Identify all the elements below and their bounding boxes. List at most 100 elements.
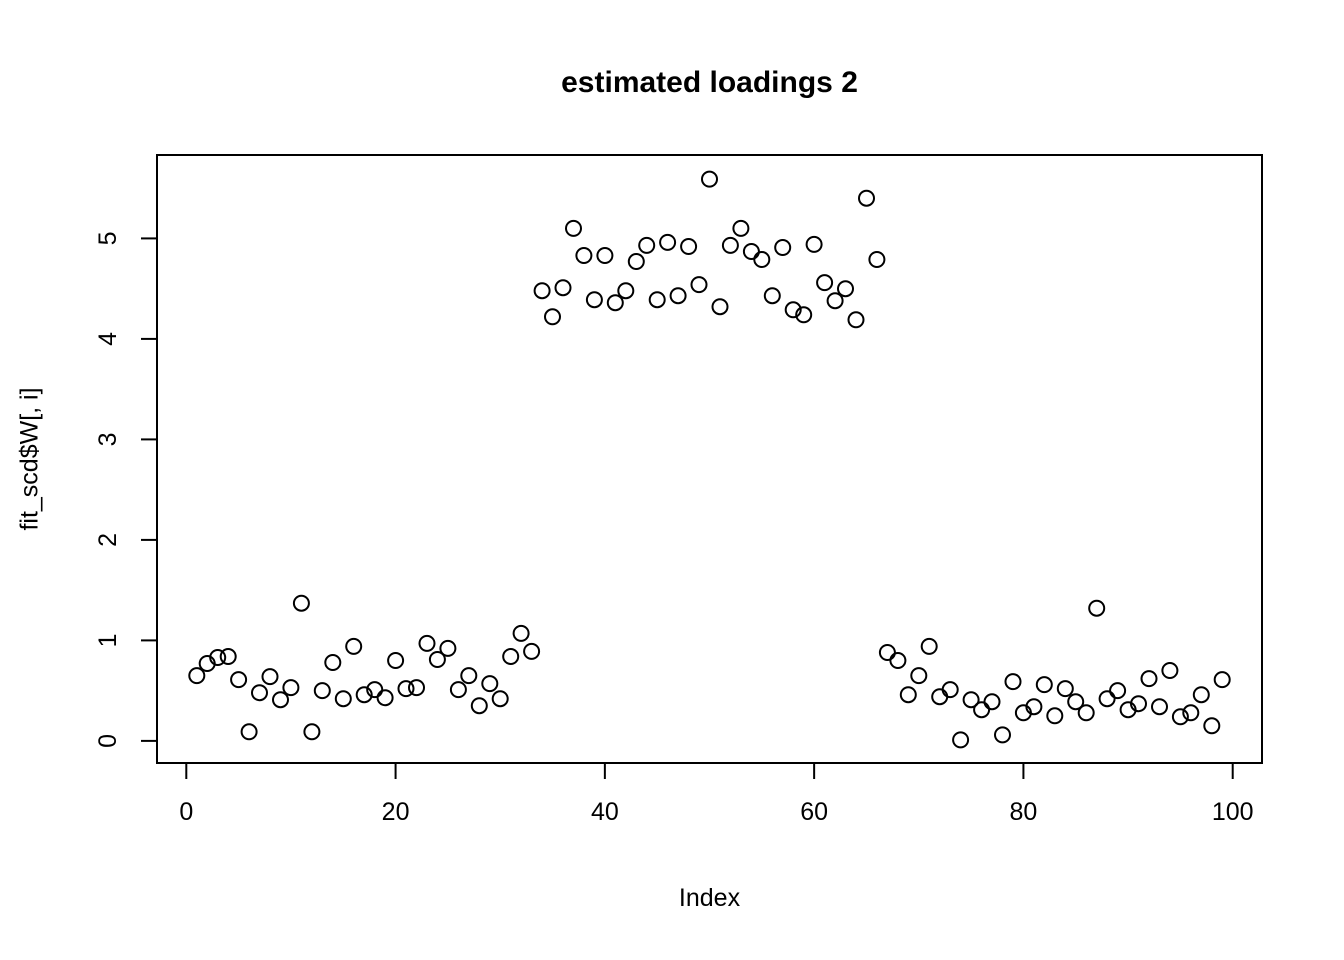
data-point (1171, 708, 1189, 726)
data-point (742, 243, 760, 260)
data-point (397, 680, 415, 698)
plot-frame (156, 154, 1263, 764)
data-point (732, 219, 750, 237)
data-point (481, 675, 499, 693)
data-point (366, 681, 384, 699)
data-point (680, 238, 698, 255)
data-point (460, 667, 478, 685)
data-point (711, 298, 729, 316)
data-point (1088, 599, 1106, 617)
data-point (606, 294, 624, 312)
data-point (292, 594, 310, 612)
data-point (565, 219, 582, 237)
data-point (983, 693, 1001, 711)
data-point (763, 287, 781, 305)
data-point (408, 679, 425, 697)
data-point (994, 726, 1011, 744)
data-point (418, 634, 436, 652)
data-point (1067, 693, 1085, 711)
data-point (334, 690, 352, 708)
data-point (554, 279, 572, 297)
data-point (920, 637, 938, 655)
data-point (1046, 707, 1064, 725)
data-point (795, 306, 813, 324)
data-point (868, 251, 886, 268)
data-point (470, 697, 488, 715)
data-point (858, 189, 875, 207)
data-point (973, 701, 991, 719)
data-point (502, 648, 520, 665)
data-point (721, 236, 739, 254)
data-point (313, 682, 331, 700)
data-point (962, 691, 980, 709)
data-point (376, 689, 394, 707)
data-point (303, 723, 321, 741)
x-tick-label: 100 (1212, 798, 1254, 826)
x-tick-label: 80 (1010, 798, 1038, 826)
data-point (1109, 682, 1127, 700)
data-point (533, 282, 551, 300)
data-point (1025, 698, 1043, 716)
data-point (1056, 680, 1074, 698)
data-point (1161, 662, 1179, 679)
data-point (1192, 686, 1210, 704)
chart-title: estimated loadings 2 (561, 66, 858, 99)
data-point (1203, 717, 1221, 735)
data-point (1140, 670, 1158, 688)
data-point (188, 667, 206, 685)
data-point (1213, 671, 1231, 689)
data-point (449, 681, 467, 699)
data-point (1182, 704, 1200, 722)
data-point (701, 170, 718, 188)
data-point (230, 671, 248, 689)
data-point (387, 652, 405, 669)
data-point (596, 247, 614, 264)
data-point (1098, 690, 1116, 708)
data-point (324, 654, 342, 671)
data-point (261, 668, 279, 686)
y-tick-label: 2 (94, 533, 122, 547)
data-point (523, 642, 541, 660)
data-point (544, 308, 561, 326)
x-tick-label: 60 (800, 798, 828, 826)
data-point (1004, 673, 1022, 691)
x-tick-label: 0 (179, 798, 193, 826)
x-axis-label: Index (678, 884, 741, 912)
data-point (345, 637, 363, 655)
data-point (575, 247, 593, 264)
data-point (784, 301, 802, 319)
data-point (251, 684, 268, 702)
y-tick-label: 3 (94, 432, 122, 446)
data-point (585, 291, 603, 309)
data-point (1077, 704, 1095, 722)
data-point (690, 276, 708, 294)
data-point (209, 649, 227, 666)
data-point (774, 239, 792, 256)
data-point (837, 280, 854, 298)
y-tick-label: 4 (94, 332, 122, 346)
x-tick-label: 40 (591, 798, 619, 826)
data-point (491, 690, 509, 708)
data-point (1151, 698, 1168, 716)
x-tick-label: 20 (382, 798, 410, 826)
data-point (428, 651, 446, 668)
data-point (272, 691, 289, 709)
data-point (910, 667, 928, 685)
data-point (627, 253, 645, 270)
data-point (952, 731, 970, 749)
y-tick-label: 0 (94, 734, 122, 748)
y-tick-label: 1 (94, 633, 122, 647)
data-point (355, 686, 373, 704)
data-point (659, 233, 677, 251)
data-point (899, 686, 917, 704)
data-point (1035, 676, 1053, 694)
data-point (439, 639, 457, 657)
data-point (816, 274, 834, 292)
data-point (805, 235, 823, 253)
data-point (878, 644, 896, 661)
data-point (931, 688, 949, 706)
data-point (669, 287, 687, 305)
data-point (617, 282, 635, 300)
